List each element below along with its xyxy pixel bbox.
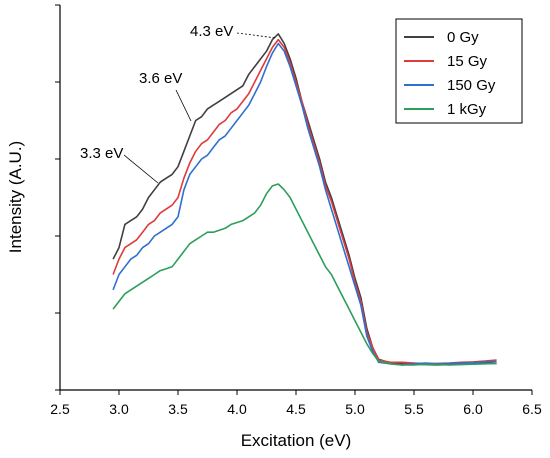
- legend-label: 15 Gy: [447, 53, 488, 70]
- annotation-label: 4.3 eV: [190, 23, 233, 40]
- y-axis-title: Intensity (A.U.): [6, 141, 25, 253]
- x-ticks: 2.5 3.0 3.5 4.0 4.5 5.0 5.5 6.0 6.5: [50, 390, 542, 417]
- annotation-label: 3.3 eV: [80, 145, 123, 162]
- x-tick-label: 3.0: [109, 401, 129, 417]
- annotation-leader: [175, 89, 192, 122]
- x-tick-label: 6.5: [522, 401, 542, 417]
- legend-label: 0 Gy: [447, 29, 479, 46]
- annotation-label: 3.6 eV: [139, 70, 182, 87]
- legend-label: 150 Gy: [447, 77, 496, 94]
- x-tick-label: 3.5: [168, 401, 188, 417]
- x-axis-title: Excitation (eV): [241, 431, 352, 450]
- series-line-15-gy: [112, 38, 497, 365]
- x-tick-label: 5.0: [345, 401, 365, 417]
- series-line-1-kgy: [112, 183, 497, 366]
- annotation-leader: [236, 32, 277, 39]
- x-tick-label: 2.5: [50, 401, 70, 417]
- legend-label: 1 kGy: [447, 101, 487, 118]
- x-tick-label: 4.0: [227, 401, 247, 417]
- x-tick-label: 5.5: [404, 401, 424, 417]
- x-tick-label: 6.0: [463, 401, 483, 417]
- series-layer: [112, 33, 497, 366]
- legend: 0 Gy 15 Gy 150 Gy 1 kGy: [395, 18, 523, 124]
- x-tick-label: 4.5: [286, 401, 306, 417]
- y-ticks: [55, 4, 60, 391]
- annotation-leader: [123, 154, 159, 184]
- annotations: 4.3 eV 3.6 eV 3.3 eV: [80, 23, 277, 184]
